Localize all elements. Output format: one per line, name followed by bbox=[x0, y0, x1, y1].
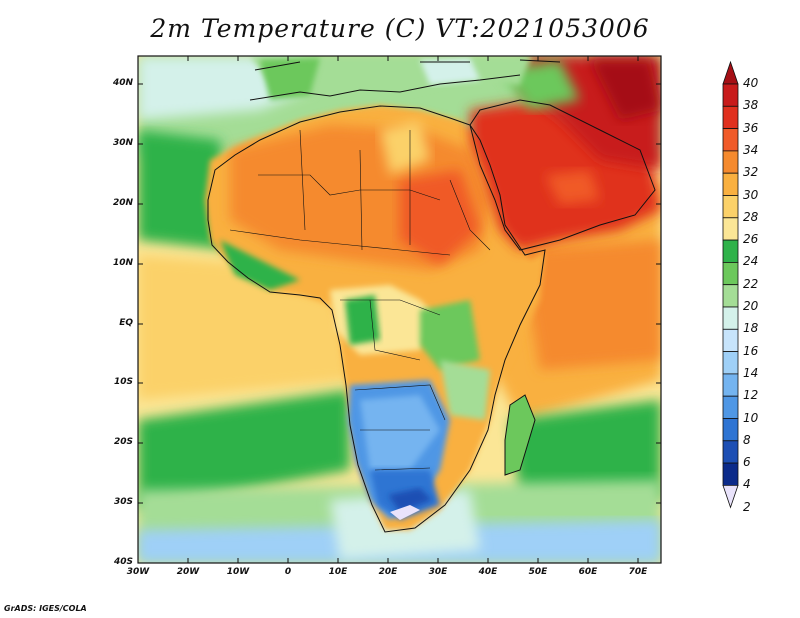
lon-label-40e: 40E bbox=[478, 567, 498, 577]
colorbar-label: 24 bbox=[743, 254, 759, 269]
colorbar-label: 26 bbox=[743, 232, 759, 247]
map-frame bbox=[137, 55, 662, 564]
colorbar-label: 36 bbox=[743, 120, 759, 135]
lat-label-20s: 20S bbox=[113, 437, 133, 447]
lat-label-30s: 30S bbox=[113, 497, 133, 507]
colorbar-label: 22 bbox=[743, 276, 759, 291]
lon-label-0: 0 bbox=[284, 567, 292, 577]
colorbar-label: 28 bbox=[743, 209, 759, 224]
colorbar-label: 12 bbox=[743, 388, 759, 403]
colorbar-label: 38 bbox=[743, 98, 759, 113]
lon-label-60e: 60E bbox=[578, 567, 598, 577]
colorbar-label: 16 bbox=[743, 343, 759, 358]
colorbar-label: 14 bbox=[743, 365, 759, 380]
temperature-field bbox=[138, 56, 661, 563]
colorbar-label: 2 bbox=[743, 499, 751, 514]
country-borders bbox=[229, 129, 491, 471]
map-title: 2m Temperature (C) VT:2021053006 bbox=[150, 14, 650, 43]
lon-label-10e: 10E bbox=[328, 567, 348, 577]
lon-label-30w: 30W bbox=[126, 567, 150, 577]
colorbar-label: 18 bbox=[743, 321, 759, 336]
lon-label-70e: 70E bbox=[628, 567, 648, 577]
colorbar-label: 20 bbox=[743, 299, 759, 313]
coastline bbox=[207, 59, 656, 533]
colorbar-label: 34 bbox=[743, 142, 759, 157]
colorbar-label: 8 bbox=[743, 432, 751, 447]
colorbar-label: 10 bbox=[743, 410, 759, 425]
colorbar-label: 4 bbox=[743, 477, 751, 492]
grads-credit: GrADS: IGES/COLA bbox=[4, 604, 87, 613]
lat-label-30n: 30N bbox=[112, 138, 133, 148]
lat-label-10n: 10N bbox=[112, 258, 133, 268]
lat-label-20n: 20N bbox=[112, 198, 133, 208]
lon-label-50e: 50E bbox=[528, 567, 548, 577]
colorbar-label: 6 bbox=[743, 455, 751, 470]
lat-label-40s: 40S bbox=[113, 557, 133, 567]
axis-ticks bbox=[138, 56, 661, 563]
colorbar-label: 30 bbox=[743, 187, 759, 202]
colorbar-label: 40 bbox=[743, 76, 759, 90]
lon-label-20w: 20W bbox=[176, 567, 200, 577]
lon-label-10w: 10W bbox=[226, 567, 250, 577]
colorbar-label: 32 bbox=[743, 165, 759, 180]
lon-label-30e: 30E bbox=[428, 567, 448, 577]
lon-label-20e: 20E bbox=[378, 567, 398, 577]
lat-label-40n: 40N bbox=[112, 78, 133, 88]
lat-label-10s: 10S bbox=[113, 377, 133, 387]
lat-label-eq: EQ bbox=[119, 318, 133, 328]
